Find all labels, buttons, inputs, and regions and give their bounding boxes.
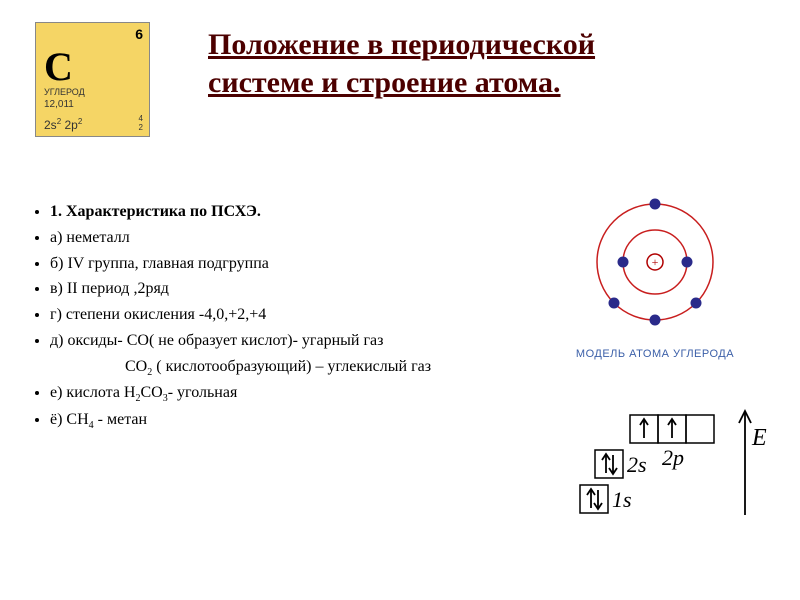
orbital-diagram: 1s 2s 2p E — [550, 385, 770, 530]
list-item: ё) CH4 - метан — [50, 408, 550, 434]
list-item: е) кислота H2CO3- угольная — [50, 381, 550, 407]
svg-text:1s: 1s — [612, 487, 632, 512]
atomic-number: 6 — [135, 26, 143, 42]
list-item: б) IV группа, главная подгруппа — [50, 252, 550, 277]
list-item: 1. Характеристика по ПСХЭ. — [50, 200, 550, 225]
list-item: д) оксиды- CO( не образует кислот)- угар… — [50, 329, 550, 354]
element-symbol: C — [44, 43, 73, 90]
svg-text:+: + — [652, 255, 659, 269]
element-tile: 6 C УГЛЕРОД 12,011 2s2 2p2 42 — [35, 22, 150, 137]
page-title: Положение в периодической системе и стро… — [208, 26, 678, 101]
atom-model-caption: МОДЕЛЬ АТОМА УГЛЕРОДА — [560, 348, 750, 360]
atom-model-svg: + — [570, 192, 740, 337]
element-mass: 12,011 — [44, 99, 74, 110]
list-item: а) неметалл — [50, 226, 550, 251]
svg-text:E: E — [751, 425, 767, 451]
electron-config: 2s2 2p2 — [44, 117, 82, 132]
list-item: CO2 ( кислотообразующий) – углекислый га… — [50, 355, 550, 381]
element-name: УГЛЕРОД — [44, 87, 85, 97]
atom-model: + МОДЕЛЬ АТОМА УГЛЕРОДА — [560, 192, 750, 360]
oxidation-states: 42 — [139, 114, 143, 132]
svg-text:2s: 2s — [627, 452, 647, 477]
characteristics-list: 1. Характеристика по ПСХЭ.а) неметаллб) … — [30, 200, 550, 435]
orbital-svg: 1s 2s 2p E — [550, 385, 770, 530]
svg-text:2p: 2p — [662, 445, 684, 470]
list-item: в) II период ,2ряд — [50, 277, 550, 302]
list-item: г) степени окисления -4,0,+2,+4 — [50, 303, 550, 328]
